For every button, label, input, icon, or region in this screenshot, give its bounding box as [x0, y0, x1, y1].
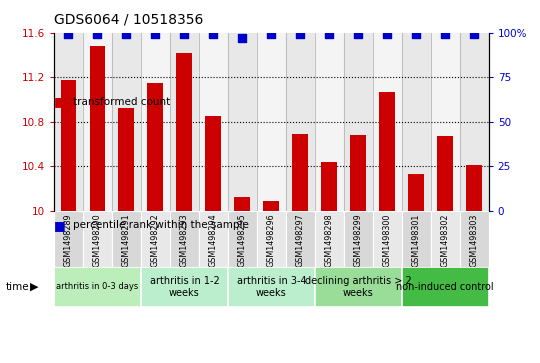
Bar: [141, 33, 170, 211]
Point: [64, 32, 73, 37]
Text: GSM1498300: GSM1498300: [383, 213, 392, 267]
Bar: [460, 211, 489, 267]
Point: [238, 35, 247, 41]
Text: GSM1498290: GSM1498290: [93, 213, 102, 267]
Text: GDS6064 / 10518356: GDS6064 / 10518356: [54, 13, 204, 27]
Text: GSM1498295: GSM1498295: [238, 213, 247, 267]
Text: GSM1498301: GSM1498301: [412, 213, 421, 267]
Bar: [402, 33, 431, 211]
Bar: [373, 33, 402, 211]
Text: GSM1498293: GSM1498293: [180, 213, 189, 267]
Bar: [379, 91, 395, 211]
Text: GSM1498289: GSM1498289: [64, 213, 73, 267]
Bar: [83, 211, 112, 267]
Text: percentile rank within the sample: percentile rank within the sample: [73, 220, 249, 230]
Bar: [83, 33, 112, 211]
Bar: [112, 211, 141, 267]
Bar: [315, 267, 402, 307]
Point: [180, 32, 189, 37]
Point: [267, 32, 276, 37]
Point: [441, 32, 449, 37]
Bar: [344, 211, 373, 267]
Bar: [264, 200, 279, 211]
Bar: [118, 108, 134, 211]
Text: GSM1498299: GSM1498299: [354, 213, 363, 267]
Bar: [228, 33, 257, 211]
Bar: [54, 33, 83, 211]
Bar: [90, 46, 105, 211]
Text: ■: ■: [54, 219, 66, 232]
Text: GSM1498297: GSM1498297: [296, 213, 305, 267]
Text: declining arthritis > 2
weeks: declining arthritis > 2 weeks: [305, 276, 411, 298]
Bar: [402, 211, 431, 267]
Text: arthritis in 0-3 days: arthritis in 0-3 days: [56, 282, 139, 291]
Bar: [199, 211, 228, 267]
Bar: [402, 267, 489, 307]
Point: [122, 32, 131, 37]
Bar: [466, 165, 482, 211]
Bar: [350, 135, 366, 211]
Point: [209, 32, 218, 37]
Bar: [170, 211, 199, 267]
Bar: [112, 33, 141, 211]
Text: GSM1498302: GSM1498302: [441, 213, 450, 267]
Point: [93, 32, 102, 37]
Text: GSM1498292: GSM1498292: [151, 213, 160, 267]
Bar: [54, 267, 141, 307]
Bar: [315, 33, 344, 211]
Text: time: time: [5, 282, 29, 292]
Text: GSM1498296: GSM1498296: [267, 213, 276, 267]
Bar: [257, 211, 286, 267]
Point: [354, 32, 363, 37]
Point: [325, 32, 334, 37]
Bar: [315, 211, 344, 267]
Bar: [431, 33, 460, 211]
Bar: [60, 81, 77, 211]
Bar: [431, 211, 460, 267]
Bar: [147, 83, 164, 211]
Bar: [141, 211, 170, 267]
Bar: [460, 33, 489, 211]
Bar: [286, 33, 315, 211]
Bar: [234, 197, 251, 211]
Text: GSM1498294: GSM1498294: [209, 213, 218, 267]
Text: GSM1498303: GSM1498303: [470, 213, 479, 267]
Bar: [321, 162, 338, 211]
Bar: [199, 33, 228, 211]
Bar: [437, 136, 453, 211]
Text: non-induced control: non-induced control: [396, 282, 494, 292]
Text: transformed count: transformed count: [73, 97, 170, 107]
Bar: [54, 211, 83, 267]
Bar: [177, 53, 192, 211]
Point: [470, 32, 478, 37]
Bar: [286, 211, 315, 267]
Bar: [228, 267, 315, 307]
Point: [296, 32, 305, 37]
Bar: [408, 174, 424, 211]
Point: [412, 32, 421, 37]
Bar: [170, 33, 199, 211]
Text: arthritis in 1-2
weeks: arthritis in 1-2 weeks: [150, 276, 219, 298]
Point: [383, 32, 391, 37]
Bar: [373, 211, 402, 267]
Text: arthritis in 3-4
weeks: arthritis in 3-4 weeks: [237, 276, 306, 298]
Text: GSM1498298: GSM1498298: [325, 213, 334, 267]
Text: ▶: ▶: [30, 282, 38, 292]
Point: [151, 32, 160, 37]
Bar: [257, 33, 286, 211]
Text: ■: ■: [54, 95, 66, 108]
Bar: [205, 116, 221, 211]
Bar: [344, 33, 373, 211]
Text: GSM1498291: GSM1498291: [122, 213, 131, 267]
Bar: [292, 134, 308, 211]
Bar: [228, 211, 257, 267]
Bar: [141, 267, 228, 307]
